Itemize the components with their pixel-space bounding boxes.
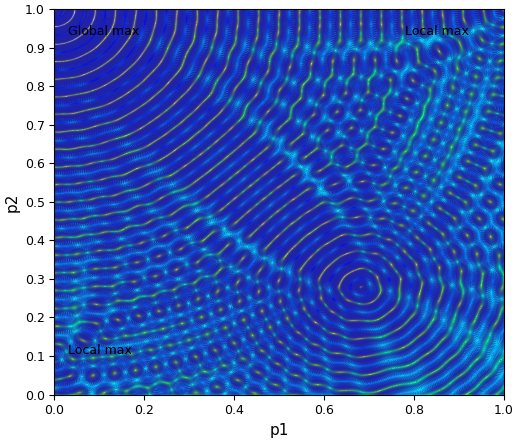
Y-axis label: p2: p2	[4, 192, 19, 212]
Text: Local max: Local max	[68, 344, 132, 358]
Text: Local max: Local max	[405, 25, 469, 38]
X-axis label: p1: p1	[269, 423, 289, 438]
Text: Global max: Global max	[68, 25, 139, 38]
